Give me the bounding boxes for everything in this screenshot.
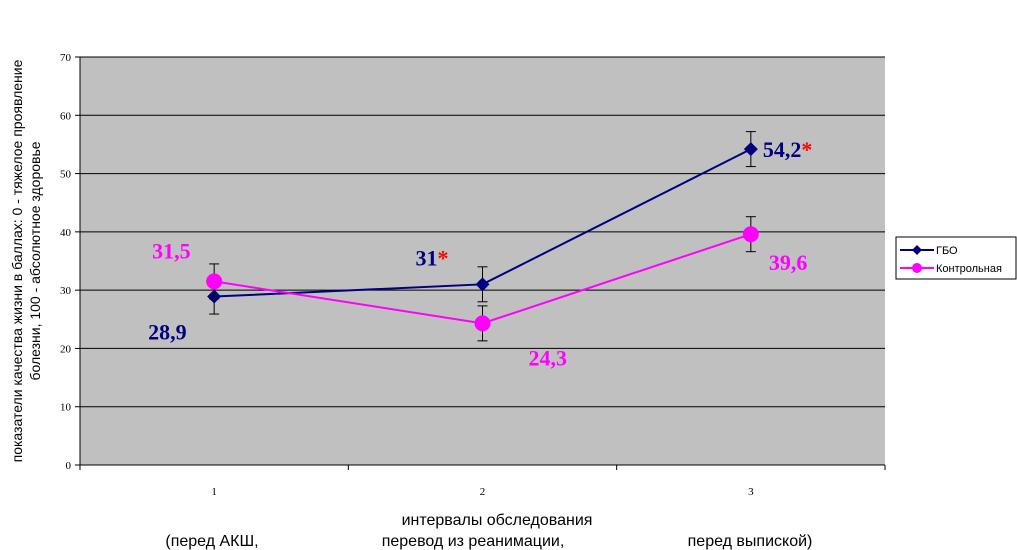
y-tick-label: 20 [60,343,72,355]
series [206,131,759,342]
significance-star: * [801,137,812,162]
x-tick-label: 1 [211,486,217,498]
legend-label-gbo: ГБО [936,245,958,257]
data-point-circle [474,315,491,332]
y-tick-label: 30 [60,285,72,297]
y-tick-label: 70 [60,52,72,64]
legend-circle-icon [912,263,922,273]
axes [75,56,886,470]
x-tick-label: 2 [480,486,486,498]
data-point-diamond [475,277,490,292]
data-label: 31,5 [152,238,191,263]
y-tick-label: 10 [60,402,72,414]
x-axis-label: интервалы обследования [402,512,593,529]
data-point-circle [206,273,223,290]
plot-area [80,57,885,465]
data-point-circle [742,226,759,243]
significance-star: * [438,245,449,270]
data-labels: 28,9 31* 54,2* 31,5 24,3 39,6 [148,137,812,370]
y-tick-label: 0 [66,460,72,472]
x-tick-labels: 1 2 3 [211,486,754,498]
data-label: 31* [416,245,449,270]
y-tick-label: 50 [60,169,72,181]
y-tick-labels: 0 10 20 30 40 50 60 70 [60,52,72,472]
x-sub-label-1: (перед АКШ, [165,533,258,550]
x-sub-label-3: перед выпиской) [688,533,813,550]
y-axis-label-line-1: показатели качества жизни в баллах: 0 - … [9,59,25,462]
data-point-diamond [743,142,758,157]
x-sub-label-2: перевод из реанимации, [382,533,565,550]
y-axis-label-line-2: болезни, 100 - абсолютное здоровье [27,141,43,380]
data-label: 54,2* [763,137,813,162]
y-tick-label: 60 [60,110,72,122]
data-label: 39,6 [769,250,808,275]
data-label: 28,9 [148,320,187,345]
x-tick-label: 3 [748,486,754,498]
legend-diamond-icon [912,245,922,255]
data-label: 24,3 [529,345,568,370]
legend-label-control: Контрольная [936,263,1002,275]
y-tick-label: 40 [60,227,72,239]
legend: ГБО Контрольная [895,236,1017,280]
